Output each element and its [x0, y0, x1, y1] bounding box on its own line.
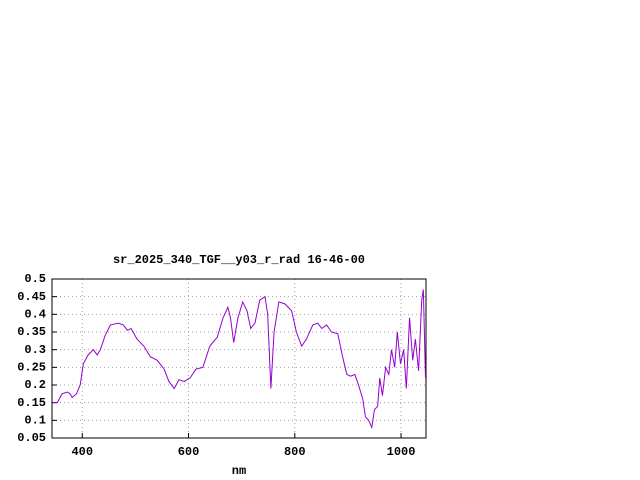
x-axis-label: nm	[232, 464, 246, 478]
x-tick-label: 600	[178, 445, 200, 459]
data-line	[52, 289, 426, 430]
chart-title: sr_2025_340_TGF__y03_r_rad 16-46-00	[113, 253, 365, 267]
y-tick-label: 0.15	[17, 396, 46, 410]
plot-frame	[51, 278, 427, 439]
x-tick-label: 1000	[387, 445, 416, 459]
y-tick-label: 0.05	[17, 431, 46, 445]
x-tick-label: 400	[71, 445, 93, 459]
y-tick-label: 0.4	[24, 308, 46, 322]
y-tick-label: 0.45	[17, 290, 46, 304]
y-tick-label: 0.1	[24, 414, 46, 428]
y-tick-label: 0.5	[24, 272, 46, 286]
y-tick-label: 0.35	[17, 325, 46, 339]
y-tick-label: 0.2	[24, 378, 46, 392]
y-tick-label: 0.25	[17, 361, 46, 375]
x-tick-label: 800	[284, 445, 306, 459]
y-tick-label: 0.3	[24, 343, 46, 357]
